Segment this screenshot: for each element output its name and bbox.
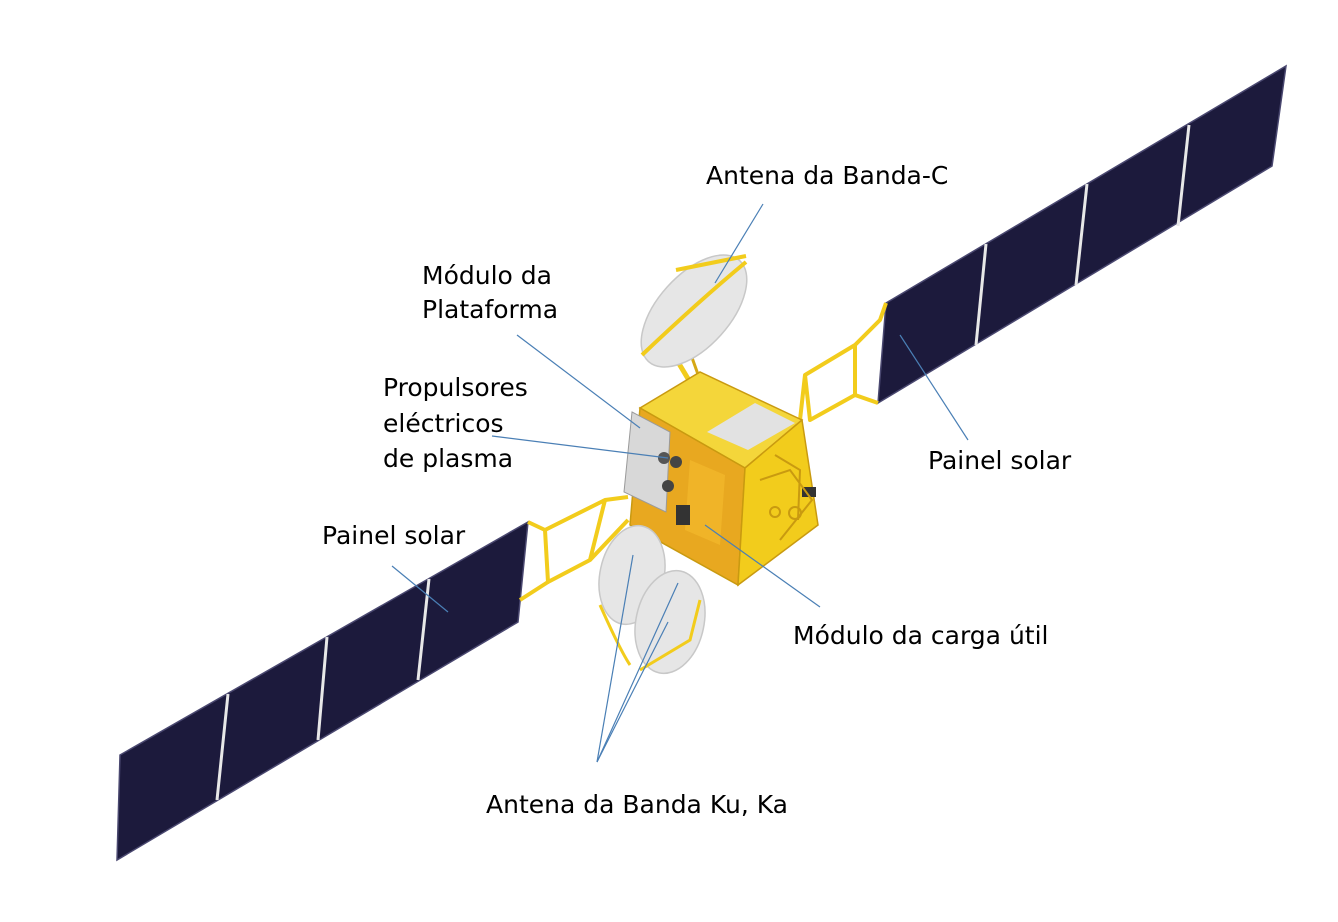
label-solar-panel-left: Painel solar <box>322 521 466 550</box>
c-band-antenna <box>640 254 748 384</box>
label-platform-module-line1: Módulo da <box>422 261 552 290</box>
label-solar-panel-right: Painel solar <box>928 446 1072 475</box>
label-plasma-thrusters-line1: Propulsores <box>383 373 528 402</box>
leader-lines <box>391 203 969 763</box>
label-antenna-c-band: Antena da Banda-C <box>706 161 949 190</box>
label-payload-module: Módulo da carga útil <box>793 621 1049 650</box>
solar-boom-right <box>798 302 888 422</box>
solar-panel-right <box>877 64 1287 405</box>
label-antenna-ku-ka-band: Antena da Banda Ku, Ka <box>486 790 788 819</box>
label-plasma-thrusters-line3: de plasma <box>383 444 514 473</box>
label-plasma-thrusters-line2: eléctricos <box>383 409 504 438</box>
solar-panel-left <box>116 520 529 862</box>
label-platform-module-line2: Plataforma <box>422 295 559 324</box>
solar-boom-left <box>518 495 630 602</box>
